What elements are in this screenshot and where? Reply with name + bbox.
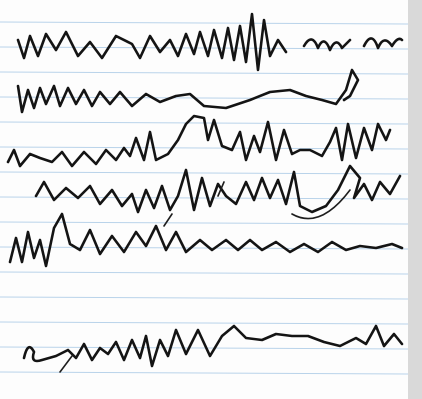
rule-line [0, 371, 409, 375]
ruled-lines [0, 21, 409, 375]
scribble-row [8, 212, 404, 268]
rule-line [0, 221, 409, 225]
rule-line [0, 296, 409, 300]
scribble-row [16, 12, 404, 72]
rule-line [0, 196, 409, 200]
scribble-stroke [59, 181, 351, 373]
scribble-row [34, 164, 402, 214]
scribble-row [6, 114, 392, 168]
rule-line [0, 21, 409, 25]
scribble-row [22, 324, 404, 368]
page-edge-shadow [408, 0, 422, 399]
rule-line [0, 346, 409, 350]
scribble-row [16, 68, 360, 114]
rule-line [0, 321, 409, 325]
rule-line [0, 171, 409, 175]
rule-line [0, 71, 409, 75]
rule-line [0, 246, 409, 250]
rule-line [0, 271, 409, 275]
scribbles [6, 12, 404, 373]
